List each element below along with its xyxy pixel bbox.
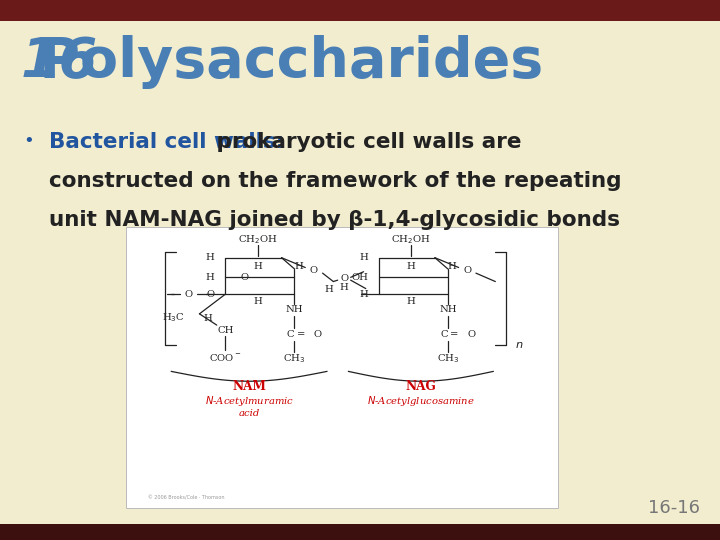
Text: H: H — [253, 296, 262, 306]
Text: O: O — [467, 330, 475, 340]
Text: NH: NH — [286, 305, 303, 314]
Text: H: H — [407, 296, 415, 306]
Text: =: = — [297, 330, 305, 340]
Text: C: C — [440, 330, 448, 340]
Text: $n$: $n$ — [515, 340, 523, 350]
Text: H: H — [206, 253, 215, 262]
Text: O: O — [184, 289, 193, 299]
Text: H$_3$C: H$_3$C — [162, 312, 184, 325]
Text: O: O — [314, 330, 322, 340]
Text: H: H — [253, 261, 262, 271]
Text: Polysaccharides: Polysaccharides — [20, 35, 544, 89]
Bar — [0, 0, 720, 21]
Text: NAM: NAM — [232, 380, 266, 393]
Text: O: O — [310, 266, 318, 275]
Text: H: H — [359, 253, 368, 262]
Text: H: H — [407, 261, 415, 271]
Text: CH: CH — [217, 326, 233, 335]
Text: H: H — [359, 289, 368, 299]
Text: constructed on the framework of the repeating: constructed on the framework of the repe… — [49, 171, 621, 191]
Bar — [0, 524, 720, 540]
Bar — [126, 227, 558, 508]
Text: $N$-Acetylglucosamine: $N$-Acetylglucosamine — [366, 394, 474, 408]
Text: CH$_2$OH: CH$_2$OH — [238, 233, 278, 246]
Text: C: C — [287, 330, 294, 340]
Text: H: H — [448, 261, 456, 271]
Text: H: H — [206, 273, 215, 282]
Text: unit NAM-NAG joined by β-1,4-glycosidic bonds: unit NAM-NAG joined by β-1,4-glycosidic … — [49, 210, 620, 230]
Text: H: H — [204, 314, 212, 322]
Text: H: H — [294, 261, 303, 271]
Text: O: O — [207, 289, 215, 299]
Text: COO$^-$: COO$^-$ — [209, 352, 242, 363]
Text: O: O — [340, 274, 348, 284]
Text: © 2006 Brooks/Cole · Thomson: © 2006 Brooks/Cole · Thomson — [148, 496, 224, 501]
Text: O: O — [240, 273, 249, 282]
Text: CH$_2$OH: CH$_2$OH — [391, 233, 431, 246]
Text: •: • — [23, 132, 34, 150]
Text: 16: 16 — [20, 35, 97, 89]
Text: acid: acid — [238, 409, 260, 418]
Text: $N$-Acetylmuramic: $N$-Acetylmuramic — [204, 394, 294, 408]
Text: OH: OH — [351, 273, 368, 282]
Text: 16-16: 16-16 — [648, 500, 700, 517]
Text: prokaryotic cell walls are: prokaryotic cell walls are — [209, 132, 521, 152]
Text: Bacterial cell walls:: Bacterial cell walls: — [49, 132, 284, 152]
Text: CH$_3$: CH$_3$ — [436, 353, 459, 365]
Text: O: O — [463, 266, 472, 275]
Text: =: = — [450, 330, 459, 340]
Text: NAG: NAG — [405, 380, 436, 393]
Text: H: H — [340, 282, 348, 292]
Text: H: H — [325, 286, 333, 294]
Text: CH$_3$: CH$_3$ — [283, 353, 306, 365]
Text: NH: NH — [439, 305, 456, 314]
